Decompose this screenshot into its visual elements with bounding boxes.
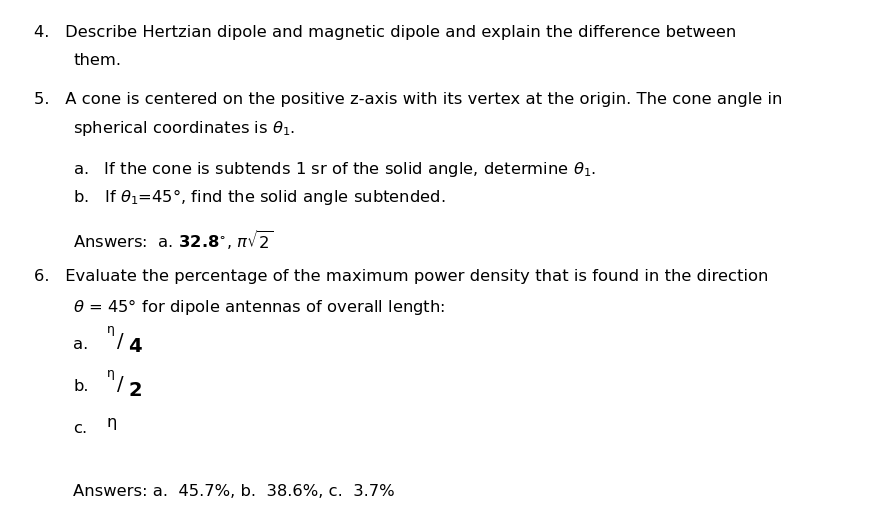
Text: $\mathbf{2}$: $\mathbf{2}$ bbox=[128, 381, 142, 400]
Text: b.: b. bbox=[73, 379, 89, 394]
Text: $\mathregular{/}$: $\mathregular{/}$ bbox=[116, 331, 125, 351]
Text: 6.   Evaluate the percentage of the maximum power density that is found in the d: 6. Evaluate the percentage of the maximu… bbox=[34, 269, 768, 284]
Text: spherical coordinates is $\theta_1$.: spherical coordinates is $\theta_1$. bbox=[73, 119, 295, 139]
Text: $\mathregular{\eta}$: $\mathregular{\eta}$ bbox=[105, 368, 114, 382]
Text: Answers:  a. $\mathbf{32.8^{\circ}}$, $\pi\sqrt{2}$: Answers: a. $\mathbf{32.8^{\circ}}$, $\p… bbox=[73, 228, 274, 252]
Text: a.: a. bbox=[73, 337, 89, 352]
Text: a.   If the cone is subtends 1 sr of the solid angle, determine $\theta_1$.: a. If the cone is subtends 1 sr of the s… bbox=[73, 160, 596, 179]
Text: $\mathbf{4}$: $\mathbf{4}$ bbox=[128, 337, 142, 356]
Text: 5.   A cone is centered on the positive z-axis with its vertex at the origin. Th: 5. A cone is centered on the positive z-… bbox=[34, 92, 781, 107]
Text: $\mathregular{\eta}$: $\mathregular{\eta}$ bbox=[105, 416, 116, 432]
Text: b.   If $\theta_1$=45°, find the solid angle subtended.: b. If $\theta_1$=45°, find the solid ang… bbox=[73, 187, 445, 208]
Text: Answers: a.  45.7%, b.  38.6%, c.  3.7%: Answers: a. 45.7%, b. 38.6%, c. 3.7% bbox=[73, 484, 394, 499]
Text: c.: c. bbox=[73, 421, 88, 436]
Text: $\mathregular{\eta}$: $\mathregular{\eta}$ bbox=[105, 324, 114, 338]
Text: 4.   Describe Hertzian dipole and magnetic dipole and explain the difference bet: 4. Describe Hertzian dipole and magnetic… bbox=[34, 25, 736, 40]
Text: $\theta$ = 45° for dipole antennas of overall length:: $\theta$ = 45° for dipole antennas of ov… bbox=[73, 297, 445, 317]
Text: them.: them. bbox=[73, 53, 122, 67]
Text: $\mathregular{/}$: $\mathregular{/}$ bbox=[116, 374, 125, 394]
